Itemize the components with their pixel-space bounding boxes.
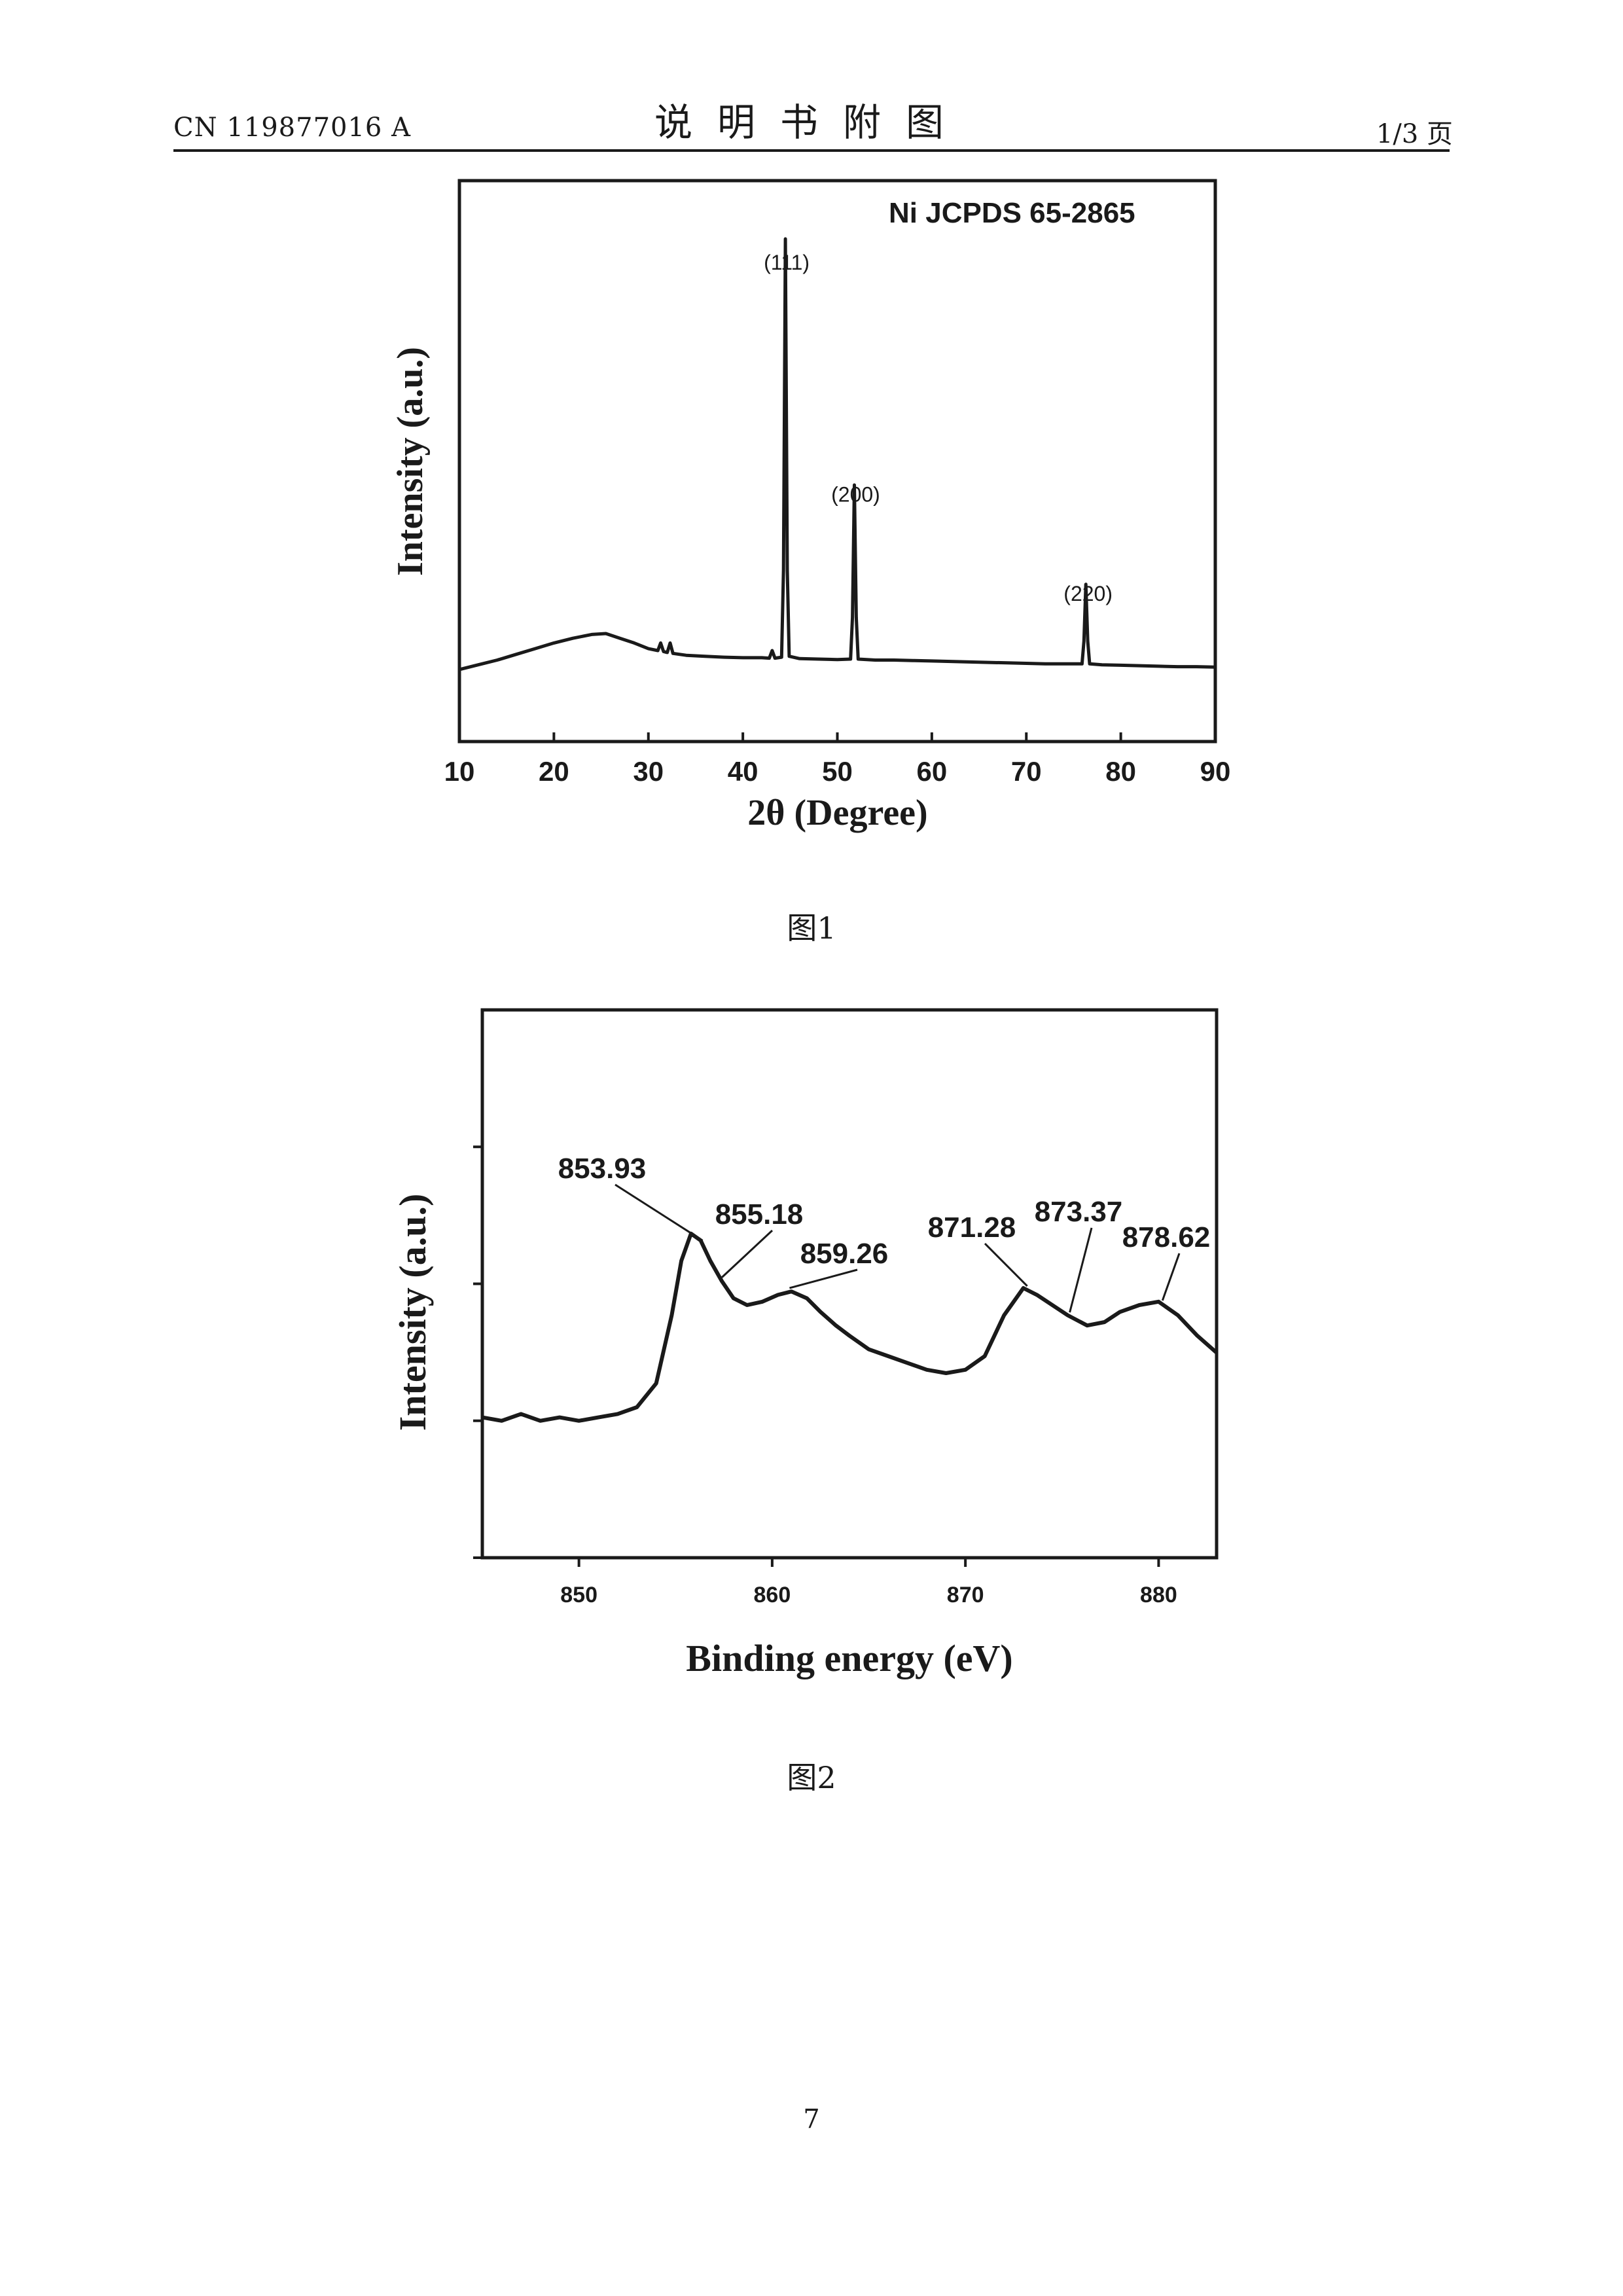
peak-leader-line (721, 1229, 774, 1278)
peak-label: (200) (831, 482, 880, 506)
figure-2-caption: 图2 (787, 1760, 836, 1795)
x-tick-label: 870 (947, 1583, 984, 1607)
peak-label: 855.18 (715, 1198, 804, 1230)
x-tick-label: 40 (728, 756, 758, 787)
figure-2-xps-chart: 850 860 870 880 853.93 855.18 859.26 871.28 873… (391, 1008, 1219, 1679)
x-tick-label: 880 (1140, 1583, 1177, 1607)
peak-label: 853.93 (558, 1153, 647, 1185)
document-number: CN 119877016 A (173, 113, 411, 143)
x-axis-tick-labels: 850 860 870 880 (560, 1583, 1177, 1607)
x-tick-label: 860 (754, 1583, 791, 1607)
header-rule (173, 149, 1450, 152)
peak-label: (220) (1063, 582, 1113, 605)
plot-frame (480, 1008, 1219, 1560)
peak-labels: (111) (200) (220) (764, 251, 1113, 605)
page-indicator: 1/3 页 (1376, 119, 1453, 149)
x-tick-label: 850 (560, 1583, 597, 1607)
peak-label: 878.62 (1122, 1221, 1211, 1253)
peak-leader-line (789, 1268, 858, 1289)
peak-label: (111) (764, 251, 810, 274)
peak-leader-line (1069, 1227, 1093, 1313)
x-tick-label: 60 (917, 756, 948, 787)
peak-label: 871.28 (928, 1211, 1016, 1244)
peak-leader-line (615, 1183, 704, 1242)
x-tick-label: 50 (822, 756, 853, 787)
x-tick-label: 80 (1105, 756, 1136, 787)
phase-annotation: Ni JCPDS 65-2865 (889, 197, 1135, 229)
series-line (459, 237, 1216, 672)
x-axis-label: Binding energy (eV) (686, 1637, 1012, 1679)
x-axis-ticks (458, 732, 1217, 742)
peak-label: 859.26 (800, 1238, 889, 1270)
page-number: 7 (803, 2104, 820, 2134)
y-axis-ticks (473, 1145, 482, 1559)
peak-leader-line (984, 1242, 1028, 1287)
x-tick-label: 70 (1011, 756, 1042, 787)
x-axis-label: 2θ (Degree) (747, 793, 927, 833)
x-tick-label: 10 (444, 756, 475, 787)
series-line (482, 1231, 1218, 1423)
figure-1-xrd-chart: 10 20 30 40 50 60 70 80 90 (111) (200) (220) Ni JC… (390, 179, 1231, 833)
x-tick-label: 20 (539, 756, 569, 787)
peak-leader-line (1161, 1253, 1181, 1301)
peak-label: 873.37 (1035, 1196, 1123, 1228)
x-tick-label: 30 (633, 756, 664, 787)
x-axis-tick-labels: 10 20 30 40 50 60 70 80 90 (444, 756, 1231, 787)
x-axis-ticks (577, 1558, 1160, 1567)
y-axis-label: Intensity (a.u.) (390, 347, 431, 576)
figure-1-caption: 图1 (787, 910, 836, 946)
y-axis-label: Intensity (a.u.) (391, 1194, 434, 1431)
section-title: 说明书附图 (654, 100, 969, 145)
x-tick-label: 90 (1200, 756, 1231, 787)
